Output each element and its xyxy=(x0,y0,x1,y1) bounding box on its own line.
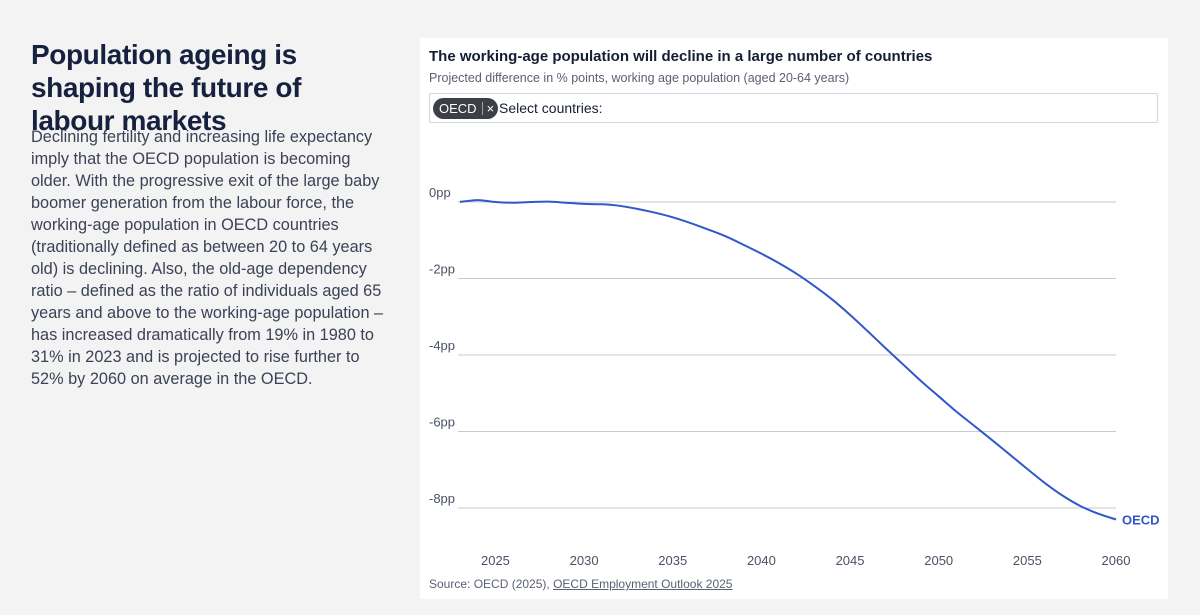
chart-title: The working-age population will decline … xyxy=(429,48,933,65)
x-tick-label: 2060 xyxy=(1102,553,1131,568)
x-tick-label: 2035 xyxy=(658,553,687,568)
country-search-input[interactable]: Select countries: xyxy=(499,100,603,116)
x-tick-label: 2055 xyxy=(1013,553,1042,568)
page-headline: Population ageing is shaping the future … xyxy=(31,39,302,136)
x-tick-label: 2030 xyxy=(570,553,599,568)
chip-divider xyxy=(481,102,483,115)
source-note: Source: OECD (2025), OECD Employment Out… xyxy=(429,577,732,591)
x-tick-label: 2025 xyxy=(481,553,510,568)
y-axis-labels: 0pp -2pp -4pp -6pp -8pp xyxy=(429,185,455,506)
x-tick-label: 2045 xyxy=(836,553,865,568)
line-chart: 0pp -2pp -4pp -6pp -8pp 2025 2030 2035 2040 2045… xyxy=(429,185,1160,568)
chart-panel: The working-age population will decline … xyxy=(420,38,1168,599)
chart-subtitle: Projected difference in % points, workin… xyxy=(429,71,850,85)
intro-paragraph: Declining fertility and increasing life … xyxy=(31,128,384,388)
country-selector[interactable]: OECD × Select countries: xyxy=(429,93,1158,123)
series-line-oecd[interactable] xyxy=(459,199,1117,521)
source-prefix: Source: OECD (2025), xyxy=(429,577,554,591)
y-tick-label: -2pp xyxy=(429,262,455,277)
y-tick-label: 0pp xyxy=(429,185,451,200)
y-tick-label: -8pp xyxy=(429,491,455,506)
selected-country-chip[interactable]: OECD × xyxy=(433,98,499,119)
y-tick-label: -6pp xyxy=(429,415,455,430)
series-end-label: OECD xyxy=(1122,512,1160,527)
source-link[interactable]: OECD Employment Outlook 2025 xyxy=(553,577,733,591)
series-layer: OECD xyxy=(459,199,1160,527)
y-tick-label: -4pp xyxy=(429,338,455,353)
grid-lines xyxy=(458,201,1116,509)
x-axis-labels: 2025 2030 2035 2040 2045 2050 2055 2060 xyxy=(481,553,1130,568)
remove-country-icon[interactable]: × xyxy=(486,101,495,116)
x-tick-label: 2050 xyxy=(924,553,953,568)
x-tick-label: 2040 xyxy=(747,553,776,568)
chip-label: OECD xyxy=(439,101,477,116)
